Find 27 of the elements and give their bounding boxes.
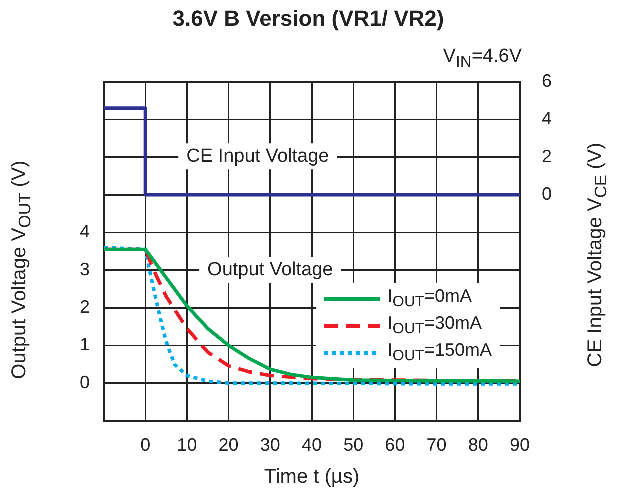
y-tick-label: 3 xyxy=(80,259,90,280)
annotation: Output Voltage xyxy=(208,259,334,280)
y2-tick-label: 2 xyxy=(542,146,552,166)
x-tick-label: 60 xyxy=(385,434,406,455)
x-tick-label: 40 xyxy=(302,434,322,455)
x-tick-label: 30 xyxy=(260,434,280,455)
x-tick-label: 90 xyxy=(510,434,530,455)
x-tick-label: 50 xyxy=(344,434,364,455)
x-tick-label: 0 xyxy=(140,434,151,455)
x-tick-label: 20 xyxy=(218,434,239,455)
x-tick-label: 80 xyxy=(468,434,488,455)
text: V$_{IN}$=4.6V xyxy=(443,46,522,72)
y2-tick-label: 4 xyxy=(542,108,552,129)
annotation: CE Input Voltage xyxy=(186,146,330,167)
x-tick-label: 70 xyxy=(426,434,447,455)
chart-title: 3.6V B Version (VR1/ VR2) xyxy=(172,6,446,32)
y-tick-label: 1 xyxy=(80,334,90,355)
legend-label: I$_{OUT}$=30mA xyxy=(388,313,482,338)
y-tick-label: 4 xyxy=(80,222,90,242)
x-axis-title: Time t (µs) xyxy=(263,466,361,489)
legend-label: I$_{OUT}$=150mA xyxy=(388,340,492,365)
x-tick-label: 10 xyxy=(177,434,198,455)
y2-tick-label: 0 xyxy=(542,184,552,204)
legend-label: I$_{OUT}$=0mA xyxy=(388,286,472,311)
y2-tick-label: 6 xyxy=(542,70,552,91)
y-tick-label: 0 xyxy=(80,372,90,392)
y-tick-label: 2 xyxy=(80,296,90,317)
